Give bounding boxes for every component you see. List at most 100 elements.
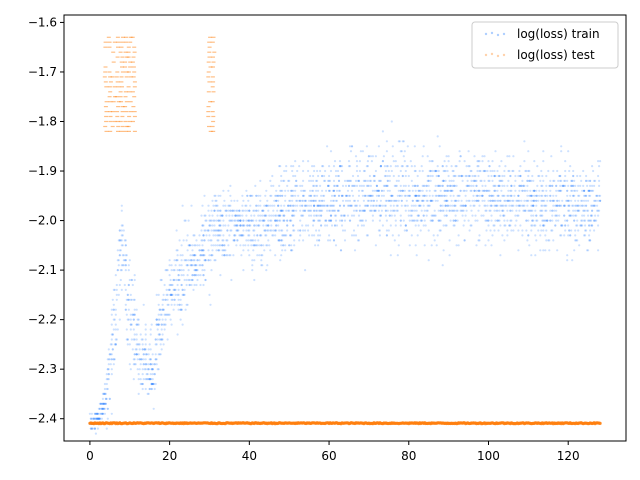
train-point <box>520 199 523 202</box>
train-point <box>360 209 363 212</box>
train-point <box>176 303 179 306</box>
train-point <box>110 323 113 326</box>
train-point <box>569 214 572 217</box>
train-point <box>542 189 545 192</box>
train-point <box>460 174 463 178</box>
train-point <box>198 234 201 237</box>
train-point <box>177 298 180 301</box>
train-point <box>192 259 195 262</box>
train-point <box>200 249 203 252</box>
train-point <box>346 199 350 202</box>
train-point <box>572 209 575 212</box>
train-point <box>531 219 534 222</box>
train-point <box>149 373 152 376</box>
train-point <box>525 169 528 173</box>
train-point <box>449 184 452 187</box>
train-point <box>92 417 95 420</box>
train-point <box>478 169 481 173</box>
train-point <box>585 204 588 207</box>
train-point <box>442 224 445 227</box>
train-point <box>132 318 135 321</box>
train-point <box>345 194 349 197</box>
train-point <box>289 234 292 237</box>
train-point <box>177 274 180 277</box>
train-point <box>439 184 442 187</box>
train-point <box>245 229 248 232</box>
train-point <box>521 234 524 237</box>
train-point <box>383 165 386 168</box>
train-point <box>418 204 421 207</box>
train-point <box>295 184 298 187</box>
train-point <box>523 189 526 192</box>
train-point <box>194 254 197 257</box>
train-point <box>193 264 196 267</box>
train-point <box>158 308 161 311</box>
train-point <box>230 278 233 282</box>
train-point <box>341 199 345 202</box>
train-point <box>404 184 407 187</box>
train-point <box>377 209 380 212</box>
train-point <box>348 194 352 197</box>
train-point <box>336 184 340 187</box>
train-point <box>593 199 596 202</box>
train-point <box>450 189 453 192</box>
train-point <box>585 204 588 207</box>
train-point <box>182 269 185 272</box>
test-outlier-point <box>128 66 133 68</box>
train-point <box>566 199 569 202</box>
train-point <box>447 160 450 163</box>
train-point <box>242 224 245 227</box>
train-point <box>450 179 453 182</box>
train-point <box>300 214 303 217</box>
train-point <box>115 338 118 341</box>
train-point <box>248 209 251 212</box>
test-outlier-point <box>112 120 117 123</box>
train-point <box>206 229 209 232</box>
train-point <box>560 224 563 227</box>
test-outlier-point <box>206 106 211 108</box>
train-point <box>176 283 179 287</box>
train-point <box>398 194 401 197</box>
train-point <box>356 224 360 227</box>
train-point <box>189 254 192 257</box>
train-point <box>473 189 476 192</box>
train-point <box>199 264 202 267</box>
test-outlier-point <box>107 71 112 73</box>
train-point <box>321 199 324 202</box>
train-point <box>442 169 445 173</box>
train-point <box>271 174 274 178</box>
train-point <box>328 209 331 212</box>
train-point <box>564 224 567 227</box>
train-point <box>454 199 457 202</box>
train-point <box>469 189 472 192</box>
train-point <box>367 155 370 158</box>
train-point <box>241 209 244 212</box>
test-outlier-point <box>211 120 216 123</box>
train-point <box>423 209 426 212</box>
train-point <box>540 169 543 173</box>
train-point <box>253 278 256 282</box>
train-point <box>114 343 117 346</box>
train-point <box>523 184 526 187</box>
train-point <box>92 417 95 420</box>
train-point <box>510 219 513 222</box>
train-point <box>151 368 154 371</box>
train-point <box>157 303 160 306</box>
train-point <box>396 165 399 168</box>
train-point <box>146 378 149 381</box>
train-point <box>255 209 258 212</box>
train-point <box>407 209 410 212</box>
train-point <box>312 189 315 192</box>
train-point <box>242 249 245 252</box>
train-point <box>299 229 302 232</box>
train-point <box>524 209 527 212</box>
train-point <box>508 204 511 207</box>
train-point <box>291 209 294 212</box>
train-point <box>130 278 133 282</box>
train-point <box>564 219 567 222</box>
train-point <box>568 209 571 212</box>
train-point <box>347 194 351 197</box>
train-point <box>459 189 462 192</box>
train-point <box>399 150 402 153</box>
train-point <box>124 254 127 257</box>
